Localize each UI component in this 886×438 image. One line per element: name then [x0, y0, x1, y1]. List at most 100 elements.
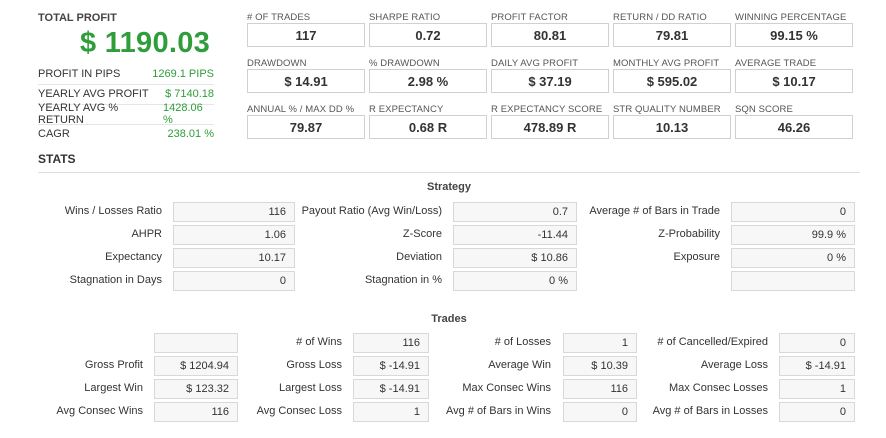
divider	[38, 124, 214, 125]
field-value: $ 10.39	[563, 356, 637, 376]
field-label: Z-Score	[402, 228, 442, 240]
metric-label-trades: # OF TRADES	[247, 12, 311, 23]
metric-label-monthly-avg: MONTHLY AVG PROFIT	[613, 58, 720, 69]
metric-value-str-quality: 10.13	[613, 115, 731, 139]
trades-section-title: Trades	[431, 313, 467, 325]
field-label: Deviation	[396, 251, 442, 263]
metric-label-daily-avg: DAILY AVG PROFIT	[491, 58, 579, 69]
field-label: Gross Loss	[286, 359, 342, 371]
summary-label: CAGR	[38, 128, 70, 140]
field-value: 0 %	[731, 248, 855, 268]
summary-value: 1269.1 PIPS	[152, 68, 214, 80]
field-label: Average # of Bars in Trade	[589, 205, 720, 217]
field-value: 116	[563, 379, 637, 399]
metric-value-trades: 117	[247, 23, 365, 47]
summary-label: YEARLY AVG PROFIT	[38, 88, 149, 100]
metric-value-sharpe: 0.72	[369, 23, 487, 47]
field-value: 1	[563, 333, 637, 353]
field-value-empty	[731, 271, 855, 291]
field-label: Max Consec Losses	[668, 382, 768, 394]
field-value: 0	[731, 202, 855, 222]
field-label: Largest Loss	[279, 382, 342, 394]
field-label: Avg # of Bars in Wins	[446, 405, 551, 417]
total-profit-label: TOTAL PROFIT	[38, 12, 117, 24]
metric-label-return-dd: RETURN / DD RATIO	[613, 12, 707, 23]
metric-label-drawdown: DRAWDOWN	[247, 58, 307, 69]
field-label: Largest Win	[84, 382, 143, 394]
summary-row-profit-pips: PROFIT IN PIPS 1269.1 PIPS	[38, 64, 214, 84]
metric-value-r-expectancy: 0.68 R	[369, 115, 487, 139]
summary-label: YEARLY AVG % RETURN	[38, 102, 119, 126]
field-value: 0	[563, 402, 637, 422]
metric-value-avg-trade: $ 10.17	[735, 69, 853, 93]
field-label: Stagnation in %	[364, 274, 442, 286]
metric-label-str-quality: STR QUALITY NUMBER	[613, 104, 721, 115]
field-label: # of Losses	[494, 336, 551, 348]
field-label: AHPR	[131, 228, 162, 240]
field-label: # of Cancelled/Expired	[657, 336, 768, 348]
field-label: Average Loss	[700, 359, 768, 371]
summary-value: 238.01 %	[167, 128, 214, 140]
metric-value-daily-avg: $ 37.19	[491, 69, 609, 93]
metric-value-return-dd: 79.81	[613, 23, 731, 47]
field-value: 1	[353, 402, 429, 422]
metric-label-avg-trade: AVERAGE TRADE	[735, 58, 817, 69]
field-value: 1.06	[173, 225, 295, 245]
field-value: $ -14.91	[779, 356, 855, 376]
field-label: Avg Consec Loss	[256, 405, 342, 417]
field-label: Max Consec Wins	[462, 382, 551, 394]
field-label: Avg # of Bars in Losses	[652, 405, 768, 417]
metric-label-annual-maxdd: ANNUAL % / MAX DD %	[247, 104, 355, 115]
summary-row-yearly-avg-return: YEARLY AVG % RETURN 1428.06 %	[38, 102, 214, 126]
field-value: $ 123.32	[154, 379, 238, 399]
divider	[38, 84, 214, 85]
stats-divider	[38, 172, 860, 173]
field-value: 0.7	[453, 202, 577, 222]
field-value: 116	[154, 402, 238, 422]
field-value: 116	[173, 202, 295, 222]
total-profit-value: $ 1190.03	[80, 27, 211, 59]
stats-title: STATS	[38, 152, 76, 166]
metric-label-profit-factor: PROFIT FACTOR	[491, 12, 568, 23]
metric-label-r-expectancy-score: R EXPECTANCY SCORE	[491, 104, 603, 115]
summary-value: $ 7140.18	[165, 88, 214, 100]
field-label: Gross Profit	[84, 359, 143, 371]
summary-row-yearly-avg-profit: YEARLY AVG PROFIT $ 7140.18	[38, 84, 214, 104]
metric-value-sqn-score: 46.26	[735, 115, 853, 139]
summary-row-cagr: CAGR 238.01 %	[38, 124, 214, 144]
field-label: Stagnation in Days	[69, 274, 162, 286]
field-label: Exposure	[673, 251, 720, 263]
field-value: 0	[173, 271, 295, 291]
field-value: 99.9 %	[731, 225, 855, 245]
field-value: 1	[779, 379, 855, 399]
field-value: 0	[779, 333, 855, 353]
field-label: Z-Probability	[658, 228, 720, 240]
metric-value-winning-pct: 99.15 %	[735, 23, 853, 47]
metric-label-sqn-score: SQN SCORE	[735, 104, 793, 115]
metric-label-r-expectancy: R EXPECTANCY	[369, 104, 444, 115]
metric-value-r-expectancy-score: 478.89 R	[491, 115, 609, 139]
field-label: Expectancy	[105, 251, 162, 263]
field-value: 0 %	[453, 271, 577, 291]
field-label: Avg Consec Wins	[56, 405, 143, 417]
field-label: Wins / Losses Ratio	[64, 205, 162, 217]
field-value: $ -14.91	[353, 379, 429, 399]
metric-label-sharpe: SHARPE RATIO	[369, 12, 441, 23]
metric-value-drawdown: $ 14.91	[247, 69, 365, 93]
metric-label-pct-drawdown: % DRAWDOWN	[369, 58, 440, 69]
field-value: 0	[779, 402, 855, 422]
field-label: # of Wins	[296, 336, 342, 348]
summary-label: PROFIT IN PIPS	[38, 68, 121, 80]
field-value: $ -14.91	[353, 356, 429, 376]
field-label: Average Win	[488, 359, 551, 371]
field-value: -11.44	[453, 225, 577, 245]
divider	[38, 104, 214, 105]
field-value: 10.17	[173, 248, 295, 268]
field-label: Payout Ratio (Avg Win/Loss)	[301, 205, 442, 217]
field-value: $ 10.86	[453, 248, 577, 268]
metric-label-winning-pct: WINNING PERCENTAGE	[735, 12, 847, 23]
field-value-empty	[154, 333, 238, 353]
metric-value-profit-factor: 80.81	[491, 23, 609, 47]
metric-value-monthly-avg: $ 595.02	[613, 69, 731, 93]
metric-value-annual-maxdd: 79.87	[247, 115, 365, 139]
